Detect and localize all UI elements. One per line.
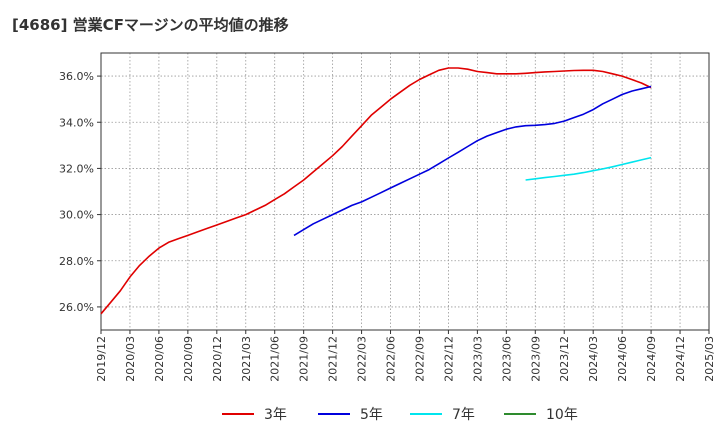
x-tick-label: 2023/09 <box>529 336 542 382</box>
legend-label-4: 10年 <box>546 407 578 423</box>
x-axis-ticks: 2019/12 2020/03 2020/06 2020/09 2020/12 2021/… <box>95 330 716 382</box>
x-tick-label: 2022/12 <box>442 336 455 382</box>
x-tick-label: 2024/09 <box>645 336 658 382</box>
x-tick-label: 2019/12 <box>95 336 108 382</box>
chart-title: [4686] 営業CFマージンの平均値の推移 <box>12 16 289 34</box>
x-tick-label: 2024/12 <box>674 336 687 382</box>
x-tick-label: 2022/03 <box>356 336 369 382</box>
series-line-1 <box>100 67 652 315</box>
y-tick-label: 32.0% <box>59 162 94 175</box>
x-tick-label: 2020/09 <box>182 336 195 382</box>
x-tick-label: 2021/06 <box>269 336 282 382</box>
x-tick-label: 2021/09 <box>298 336 311 382</box>
x-tick-label: 2023/06 <box>500 336 513 382</box>
x-tick-label: 2024/06 <box>616 336 629 382</box>
x-tick-label: 2021/12 <box>327 336 340 382</box>
legend-label-2: 5年 <box>360 407 383 423</box>
x-tick-label: 2020/03 <box>124 336 137 382</box>
y-tick-label: 26.0% <box>59 301 94 314</box>
x-tick-label: 2025/03 <box>703 336 716 382</box>
series-line-3 <box>525 156 652 181</box>
legend-label-3: 7年 <box>452 407 475 423</box>
x-tick-label: 2021/03 <box>240 336 253 382</box>
x-tick-label: 2022/06 <box>385 336 398 382</box>
y-axis-ticks: 26.0% 28.0% 30.0% 32.0% 34.0% 36.0% <box>59 70 101 314</box>
series-line-2 <box>293 85 652 237</box>
y-tick-label: 36.0% <box>59 70 94 83</box>
grid-lines <box>100 53 710 330</box>
y-tick-label: 30.0% <box>59 209 94 222</box>
x-tick-label: 2020/06 <box>153 336 166 382</box>
legend: 3年 5年 7年 10年 <box>222 407 578 423</box>
x-tick-label: 2022/09 <box>413 336 426 382</box>
x-tick-label: 2023/03 <box>471 336 484 382</box>
x-tick-label: 2024/03 <box>587 336 600 382</box>
x-tick-label: 2020/12 <box>211 336 224 382</box>
y-tick-label: 28.0% <box>59 255 94 268</box>
y-tick-label: 34.0% <box>59 116 94 129</box>
legend-label-1: 3年 <box>264 407 287 423</box>
x-tick-label: 2023/12 <box>558 336 571 382</box>
series-lines <box>100 67 652 315</box>
plot-frame <box>100 52 710 331</box>
